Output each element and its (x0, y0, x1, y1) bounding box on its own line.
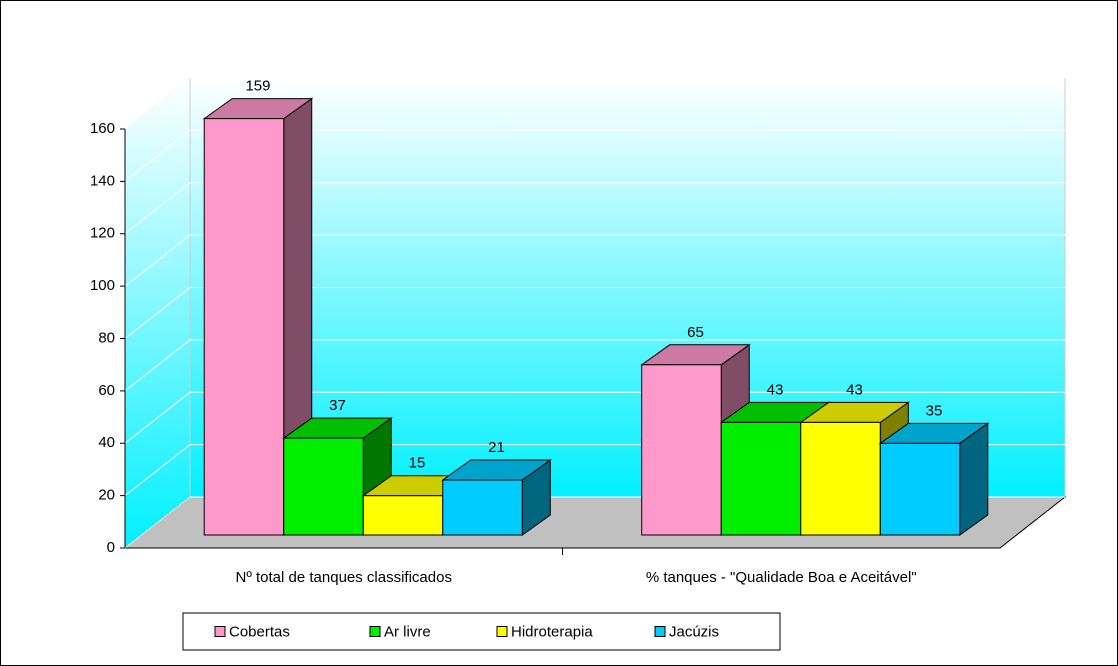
y-tick-label: 60 (98, 382, 115, 399)
y-tick-label: 100 (90, 277, 115, 294)
bar-front (641, 364, 722, 536)
legend-label: Ar livre (384, 623, 431, 640)
y-tick-label: 20 (98, 487, 115, 504)
value-label: 159 (245, 78, 270, 95)
grid-line (124, 287, 1065, 339)
bar-front (720, 421, 802, 536)
value-label: 15 (409, 455, 426, 472)
bar-front (800, 421, 881, 536)
bar (202, 97, 314, 536)
value-label: 43 (846, 381, 863, 398)
value-label: 43 (767, 381, 784, 398)
legend-swatch (214, 626, 226, 637)
legend-swatch (369, 626, 381, 637)
bar-front (283, 437, 364, 536)
legend-box (182, 612, 781, 651)
grid-line (124, 182, 1065, 235)
legend-label: Hidroterapia (511, 623, 593, 640)
grid-line (124, 129, 1065, 182)
bar (878, 422, 990, 536)
y-tick-label: 120 (90, 225, 115, 242)
value-label: 65 (687, 324, 704, 341)
bar (282, 417, 393, 536)
y-tick-label: 140 (90, 172, 115, 189)
legend-label: Jacúzis (669, 623, 719, 640)
y-tick-label: 160 (90, 120, 115, 137)
y-tick-label: 40 (98, 434, 115, 451)
legend-label: Cobertas (229, 623, 290, 640)
value-label: 37 (329, 397, 346, 414)
grid-line (124, 234, 1065, 287)
grid-line (124, 391, 1065, 444)
value-label: 21 (488, 439, 505, 456)
grid-line (124, 339, 1065, 392)
y-tick-label: 80 (98, 329, 115, 346)
x-tick-label: Nº total de tanques classificados (236, 569, 452, 586)
legend: Cobertas Ar livre Hidroterapia Jacúzis (182, 612, 781, 651)
bar (441, 459, 552, 536)
legend-swatch (496, 626, 508, 637)
legend-swatch (654, 626, 666, 637)
bar-front (879, 442, 961, 536)
y-tick-label: 0 (107, 539, 115, 556)
bar-front (203, 118, 285, 536)
grid-line (124, 77, 1065, 130)
bar-front (362, 495, 444, 536)
bar-front (442, 479, 523, 536)
value-label: 35 (926, 402, 943, 419)
x-tick-label: % tanques - "Qualidade Boa e Aceitável" (646, 569, 917, 586)
